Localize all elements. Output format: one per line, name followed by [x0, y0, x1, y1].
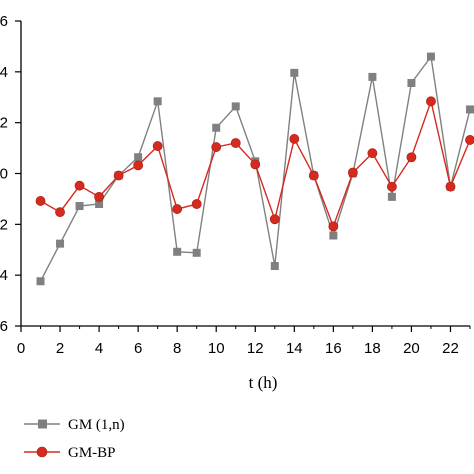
- series-1-point: [290, 68, 299, 77]
- x-tick-label: 8: [173, 340, 181, 357]
- series-1-point: [466, 105, 474, 114]
- series-2-point: [94, 191, 104, 202]
- series-2-point: [406, 152, 417, 163]
- series-2-point: [308, 170, 319, 181]
- series-1-point: [192, 248, 201, 257]
- series-2-point: [35, 196, 46, 206]
- series-2-point: [269, 214, 280, 225]
- series-2-point: [445, 181, 456, 192]
- x-tick-label: 6: [134, 340, 142, 357]
- series-2-point: [172, 204, 183, 214]
- series-1-point: [368, 72, 377, 81]
- y-tick-label: 0: [0, 166, 8, 183]
- legend-label-2: GM-BP: [68, 445, 116, 461]
- y-tick-label: 4: [0, 64, 8, 81]
- x-tick-label: 18: [364, 340, 381, 357]
- x-tick-label: 16: [325, 340, 342, 357]
- series-2-point: [289, 134, 300, 144]
- series-1-point: [153, 97, 162, 106]
- legend-label-1: GM (1,n): [68, 417, 125, 433]
- series-1-point: [56, 239, 65, 248]
- series-2-point: [113, 170, 124, 181]
- x-tick-label: 22: [442, 340, 459, 357]
- x-tick-label: 2: [56, 340, 64, 357]
- y-tick-label: 2: [0, 216, 8, 233]
- series-1-point: [231, 102, 240, 111]
- series-1-point: [426, 52, 435, 61]
- series-2-point: [387, 181, 397, 192]
- series-2-point: [191, 199, 202, 209]
- legend-marker-1: [38, 419, 47, 429]
- y-tick-label: 4: [0, 267, 8, 284]
- series-1-point: [387, 192, 396, 201]
- series-2-point: [55, 207, 65, 218]
- series-1-point: [36, 277, 45, 286]
- series-2-point: [211, 142, 222, 152]
- x-tick-label: 4: [95, 340, 103, 357]
- x-tick-label: 12: [247, 340, 264, 357]
- series-1-point: [173, 247, 182, 256]
- y-tick-label: 2: [0, 115, 8, 132]
- series-2-point: [367, 148, 378, 159]
- series-1-point: [407, 79, 416, 88]
- series-2-point: [74, 180, 85, 191]
- series-2-point: [230, 138, 241, 148]
- series-1-point: [270, 262, 279, 271]
- x-tick-label: 14: [286, 340, 303, 357]
- series-2-point: [152, 141, 163, 151]
- y-tick-label: 6: [0, 13, 8, 30]
- x-tick-label: 10: [208, 340, 225, 357]
- series-2-point: [250, 159, 261, 170]
- series-1-point: [134, 153, 143, 162]
- x-tick-label: 20: [403, 340, 420, 357]
- series-2-point: [133, 160, 144, 171]
- series-1-point: [212, 123, 221, 132]
- series-2-point: [426, 96, 436, 107]
- series-2-point: [465, 135, 474, 145]
- plot-area: [35, 52, 474, 286]
- legend: GM (1,n) GM-BP: [24, 417, 125, 461]
- series-1-point: [75, 202, 84, 211]
- series-2-point: [347, 167, 358, 178]
- series-1-point: [329, 231, 338, 240]
- series-1-point: [95, 200, 104, 208]
- legend-marker-2: [36, 446, 48, 458]
- y-tick-label: 6: [0, 318, 8, 335]
- x-tick-label: 0: [17, 340, 25, 357]
- x-axis-title: t (h): [249, 373, 278, 392]
- series-2-point: [328, 221, 339, 232]
